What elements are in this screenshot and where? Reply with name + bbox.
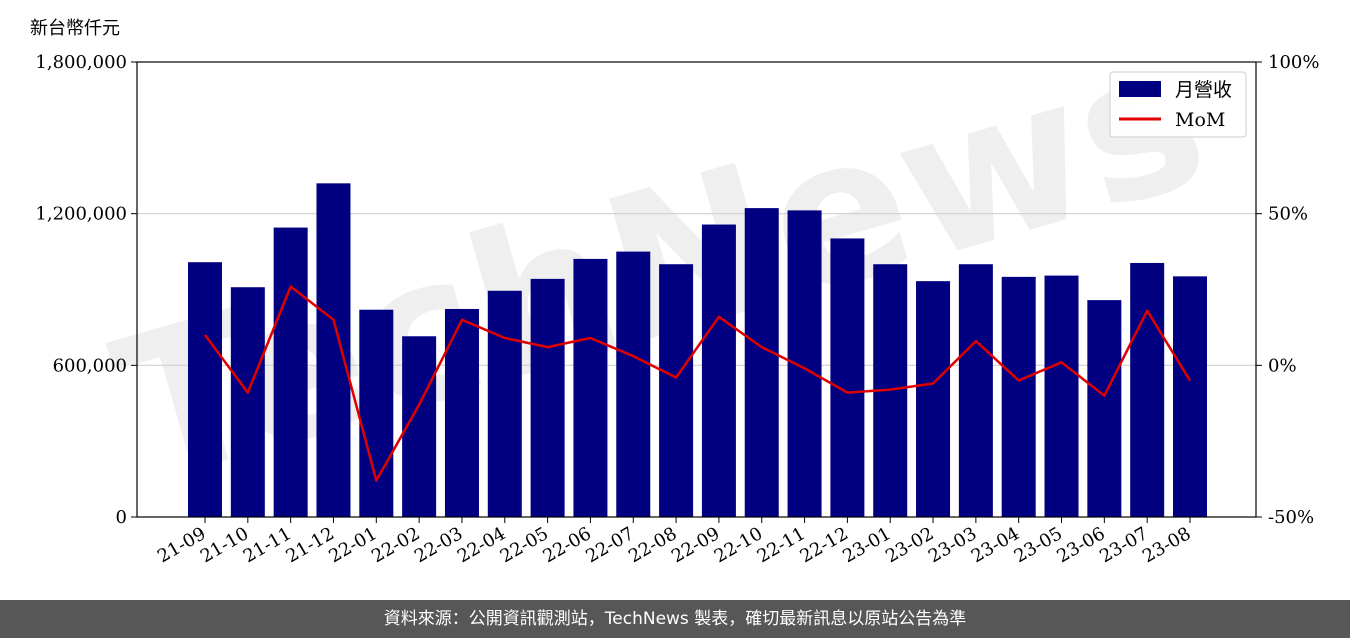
bar-22-05 xyxy=(530,278,565,517)
y-right-tick-label: 50% xyxy=(1268,204,1308,225)
bar-21-11 xyxy=(273,227,308,517)
bar-23-08 xyxy=(1173,276,1207,517)
x-tick-label: 23-03 xyxy=(925,523,980,567)
mom-line xyxy=(203,285,1192,482)
plot-frame xyxy=(136,61,1257,518)
x-tick-label: 22-04 xyxy=(454,523,509,567)
bar-22-10 xyxy=(744,208,779,517)
bar-22-12 xyxy=(830,238,865,517)
line-series xyxy=(203,285,1192,482)
x-tick-label: 22-11 xyxy=(754,523,809,567)
x-tick-label: 23-07 xyxy=(1096,523,1151,567)
x-tick-label: 23-08 xyxy=(1139,523,1194,567)
y-right-tick-label: -50% xyxy=(1268,507,1314,528)
y-left-tick-label: 0 xyxy=(116,507,127,528)
x-tick-label: 22-12 xyxy=(796,523,851,567)
bar-23-03 xyxy=(958,264,993,517)
bar-21-09 xyxy=(188,262,222,517)
bar-23-02 xyxy=(916,281,951,517)
x-tick-label: 21-09 xyxy=(154,523,209,567)
x-tick-label: 22-09 xyxy=(668,523,723,567)
bar-22-04 xyxy=(487,290,522,517)
bar-23-05 xyxy=(1044,275,1079,517)
x-tick-label: 23-05 xyxy=(1011,523,1066,567)
x-tick-label: 22-02 xyxy=(368,523,423,567)
x-tick-label: 23-01 xyxy=(839,523,894,567)
bar-22-08 xyxy=(659,264,694,517)
legend: 月營收 MoM xyxy=(1109,71,1247,138)
bar-21-12 xyxy=(316,183,351,518)
bar-22-03 xyxy=(444,308,479,517)
legend-label-revenue: 月營收 xyxy=(1175,79,1232,101)
y-right-tick-label: 0% xyxy=(1268,355,1297,376)
x-tick-label: 22-08 xyxy=(625,523,680,567)
y-left-tick-label: 1,200,000 xyxy=(35,204,127,225)
x-tick-label: 22-05 xyxy=(497,523,552,567)
x-tick-label: 22-07 xyxy=(582,523,637,567)
bar-23-07 xyxy=(1130,262,1165,517)
bar-23-04 xyxy=(1001,276,1036,517)
y-left-tick-label: 600,000 xyxy=(53,355,127,376)
bar-21-10 xyxy=(230,287,265,517)
y-right-tick-label: 100% xyxy=(1268,52,1319,73)
x-tick-label: 21-10 xyxy=(197,523,252,567)
footer-source-note: 資料來源：公開資訊觀測站，TechNews 製表，確切最新訊息以原站公告為準 xyxy=(0,600,1350,638)
bar-22-07 xyxy=(616,251,651,518)
bar-22-01 xyxy=(359,309,394,517)
x-tick-label: 22-10 xyxy=(711,523,766,567)
legend-label-mom: MoM xyxy=(1175,109,1225,131)
x-tick-label: 22-03 xyxy=(411,523,466,567)
y-left-tick-label: 1,800,000 xyxy=(35,52,127,73)
x-tick-label: 23-04 xyxy=(968,523,1023,567)
legend-swatch-bar xyxy=(1119,81,1161,97)
bar-22-09 xyxy=(701,224,736,517)
bar-series xyxy=(188,183,1207,518)
x-tick-label: 21-12 xyxy=(283,523,338,567)
bar-22-06 xyxy=(573,258,608,517)
y-unit-label: 新台幣仟元 xyxy=(30,18,120,39)
x-tick-label: 21-11 xyxy=(240,523,295,567)
revenue-chart: TechNews 0600,0001,200,0001,800,000-50%0… xyxy=(30,0,1319,567)
x-tick-label: 23-06 xyxy=(1053,523,1108,567)
x-tick-label: 22-06 xyxy=(539,523,594,567)
x-tick-label: 23-02 xyxy=(882,523,937,567)
bar-23-06 xyxy=(1087,300,1122,517)
x-tick-label: 22-01 xyxy=(325,523,380,567)
